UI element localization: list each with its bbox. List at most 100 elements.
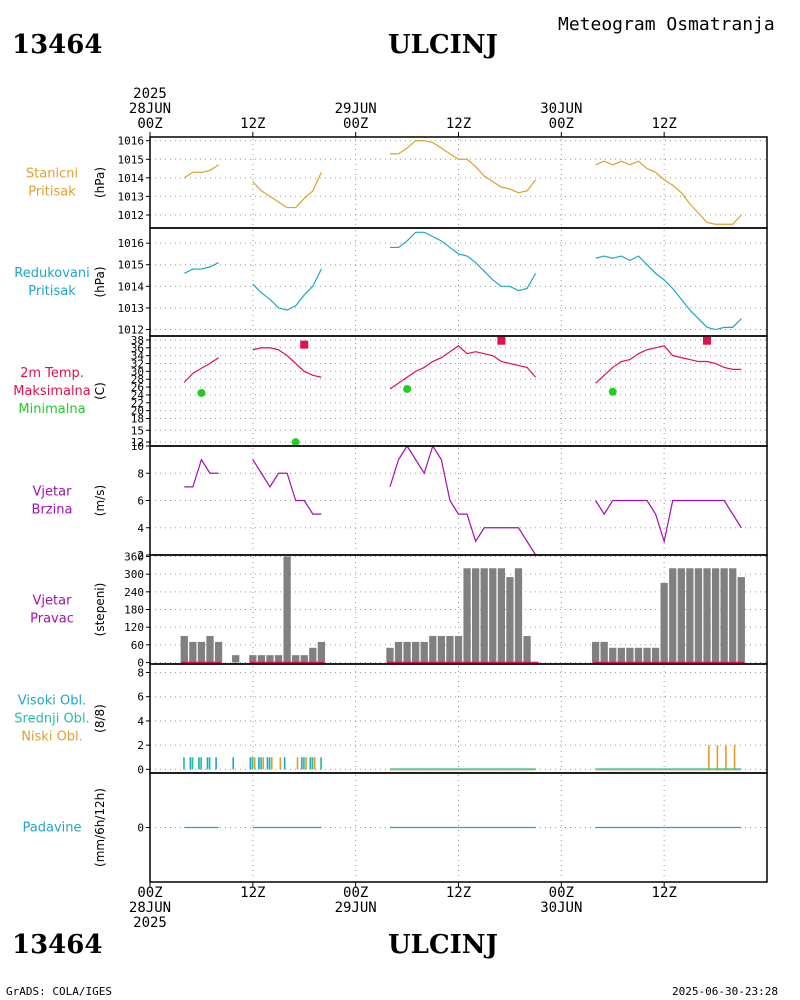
wind-direction-bar (266, 655, 274, 663)
cloud-bar (260, 757, 262, 770)
cloud-bar (200, 757, 202, 770)
bottom-time-label: 29JUN (335, 900, 377, 916)
y-tick-label: 10 (131, 440, 144, 453)
wind-direction-bar (514, 568, 523, 663)
y-tick-label: 6 (137, 691, 144, 704)
wind-direction-bar (729, 568, 737, 663)
cloud-bar (232, 757, 235, 770)
wind-direction-bar (412, 641, 420, 663)
series-line (252, 172, 322, 209)
y-tick-label: 2 (137, 739, 144, 752)
wind-direction-bar (737, 577, 745, 663)
wind-direction-bar (463, 568, 471, 663)
wind-direction-bar (660, 582, 668, 663)
top-time-label: 00Z (343, 116, 368, 132)
panel-label: Vjetar (33, 485, 73, 500)
panel-label: Redukovani (14, 266, 89, 281)
series-line (252, 459, 322, 515)
footer-timestamp: 2025-06-30-23:28 (672, 985, 778, 998)
panel-frame (149, 335, 768, 447)
series-line (184, 458, 219, 488)
wind-direction-bar (283, 556, 291, 663)
wind-direction-bar (437, 636, 446, 663)
max-temp-marker (703, 336, 712, 345)
series-line (389, 444, 537, 556)
y-tick-label: 1013 (118, 190, 145, 203)
panel-label: 2m Temp. (20, 366, 84, 381)
y-tick-label: 34 (131, 350, 145, 363)
min-temp-marker (403, 385, 412, 394)
cloud-bar (251, 757, 254, 770)
panel-label: Brzina (32, 503, 73, 518)
wind-direction-bar (454, 636, 463, 663)
wind-direction-bar (651, 647, 660, 663)
wind-direction-bar (386, 647, 394, 663)
y-tick-label: 4 (137, 715, 144, 728)
y-tick-label: 38 (131, 334, 144, 347)
panel-label: Pritisak (28, 284, 76, 299)
y-axis-unit: (hPa) (93, 167, 107, 198)
top-time-label: 12Z (652, 116, 677, 132)
wind-direction-bar (471, 568, 480, 663)
series-line (595, 160, 742, 225)
cloud-bar (313, 757, 316, 770)
cloud-bar (249, 757, 252, 770)
cloud-bar (208, 757, 211, 770)
wind-direction-bar (480, 568, 488, 663)
y-tick-label: 0 (137, 763, 144, 776)
cloud-bar (320, 757, 322, 770)
bottom-time-label: 2025 (133, 915, 167, 931)
cloud-bar (198, 757, 200, 770)
wind-direction-bar (214, 641, 223, 663)
cloud-bar (283, 757, 286, 770)
wind-direction-bar (394, 641, 403, 663)
top-time-label: 12Z (240, 116, 265, 132)
wind-direction-bar (523, 636, 531, 663)
cloud-bar (309, 757, 312, 770)
cloud-bar (258, 757, 260, 770)
y-tick-label: 120 (124, 621, 144, 634)
series-line (183, 164, 219, 179)
series-line (595, 255, 742, 331)
y-tick-label: 1013 (118, 302, 145, 315)
y-tick-label: 12 (131, 436, 144, 449)
wind-direction-bar (257, 655, 266, 663)
y-tick-label: 6 (137, 495, 144, 508)
y-tick-label: 8 (137, 666, 144, 679)
series-line (252, 268, 322, 311)
panel-label: Minimalna (18, 402, 85, 417)
y-tick-label: 0 (137, 657, 144, 670)
series-line (389, 140, 537, 194)
y-tick-label: 240 (124, 586, 144, 599)
cloud-bar (268, 757, 271, 770)
wind-direction-bar (711, 568, 720, 663)
wind-direction-bar (686, 568, 694, 663)
cloud-bar (191, 757, 194, 770)
top-time-label: 29JUN (335, 101, 377, 117)
bottom-time-label: 12Z (446, 885, 471, 901)
y-tick-label: 1012 (118, 209, 145, 222)
wind-direction-bar (694, 568, 703, 663)
series-line (595, 345, 742, 384)
wind-direction-bar (232, 655, 240, 663)
y-tick-label: 20 (131, 405, 144, 418)
footer-credit: GrADS: COLA/IGES (6, 985, 112, 998)
wind-direction-bar (600, 641, 608, 663)
wind-direction-bar (420, 641, 428, 663)
wind-direction-bar (300, 655, 308, 663)
series-line (183, 357, 219, 383)
series-line (252, 347, 322, 378)
y-tick-label: 360 (124, 550, 144, 563)
y-axis-unit: (hPa) (93, 266, 107, 297)
panel-label: Pravac (30, 612, 74, 627)
y-tick-label: 4 (137, 522, 144, 535)
top-time-label: 00Z (137, 116, 162, 132)
y-tick-label: 30 (131, 365, 144, 378)
cloud-bar (725, 745, 727, 770)
y-axis-unit: (stepeni) (93, 583, 107, 637)
cloud-bar (708, 745, 710, 770)
wind-direction-bar (634, 647, 643, 663)
y-tick-label: 1014 (118, 280, 145, 293)
y-tick-label: 60 (131, 639, 144, 652)
bottom-time-label: 00Z (137, 885, 162, 901)
